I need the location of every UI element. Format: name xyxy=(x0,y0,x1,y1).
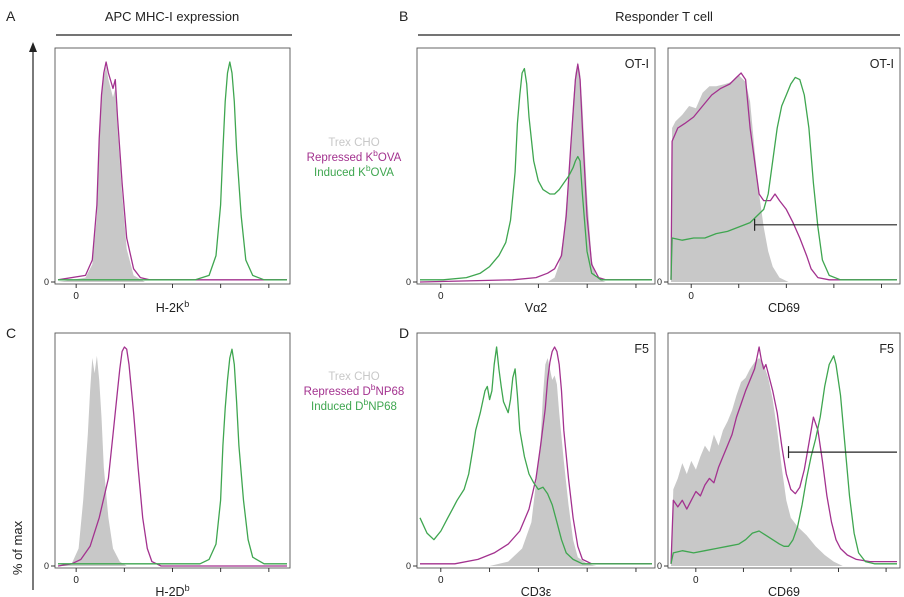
y-tick-label: 0 xyxy=(406,561,411,571)
histogram-panel-c-bottom: 0 0 H-2Db xyxy=(44,333,290,597)
x-axis-label: CD3ε xyxy=(521,585,552,597)
panel-annotation: F5 xyxy=(634,342,649,356)
x-tick-label: 0 xyxy=(693,575,699,586)
y-tick-label: 0 xyxy=(44,561,49,571)
panel-annotation: OT-I xyxy=(625,57,649,71)
legend-entry-green: Induced DbNP68 xyxy=(311,397,397,413)
plot-frame xyxy=(417,48,655,284)
panel-letter-c: C xyxy=(6,325,16,341)
x-axis-label-sup: b xyxy=(185,583,190,593)
histogram-panel-d-left: 0 0 CD3ε F5 xyxy=(406,333,655,597)
y-axis-label: % of max xyxy=(10,520,25,575)
x-tick-label: 0 xyxy=(73,291,79,302)
x-tick-label: 0 xyxy=(438,575,444,586)
histogram-panel-b-right: 0 0 CD69 OT-I xyxy=(657,48,900,315)
histogram-panel-a-top: 0 0 H-2Kb xyxy=(44,48,290,315)
x-axis-label: CD69 xyxy=(768,585,800,597)
panel-annotation: OT-I xyxy=(870,57,894,71)
y-tick-label: 0 xyxy=(657,277,662,287)
x-axis-label: H-2Kb xyxy=(156,299,190,315)
x-axis-label: H-2Db xyxy=(155,583,189,597)
y-tick-label: 0 xyxy=(657,561,662,571)
y-tick-label: 0 xyxy=(44,277,49,287)
y-tick-label: 0 xyxy=(406,277,411,287)
legend-entry-grey: Trex CHO xyxy=(328,137,379,149)
legend-entry-magenta: Repressed DbNP68 xyxy=(304,382,405,398)
histogram-panel-b-left: 0 0 Vα2 OT-I xyxy=(406,48,655,315)
panel-letter-a: A xyxy=(6,8,16,24)
x-tick-label: 0 xyxy=(438,291,444,302)
x-axis-label: Vα2 xyxy=(525,301,548,315)
x-tick-label: 0 xyxy=(688,291,694,302)
x-axis-label-sup: b xyxy=(184,299,189,309)
x-tick-label: 0 xyxy=(73,575,79,586)
legend-entry-green: Induced KbOVA xyxy=(314,163,394,179)
histogram-panel-d-right: 0 0 CD69 F5 xyxy=(657,333,900,597)
legend-entry-magenta: Repressed KbOVA xyxy=(307,148,402,164)
x-axis-label: CD69 xyxy=(768,301,800,315)
plot-frame xyxy=(55,48,290,284)
title-apc-mhc-expression: APC MHC-I expression xyxy=(105,9,239,24)
y-axis-arrowhead-icon xyxy=(29,42,37,52)
title-responder-t-cell: Responder T cell xyxy=(615,9,713,24)
panel-annotation: F5 xyxy=(879,342,894,356)
panel-letter-b: B xyxy=(399,8,408,24)
panel-letter-d: D xyxy=(399,325,409,341)
